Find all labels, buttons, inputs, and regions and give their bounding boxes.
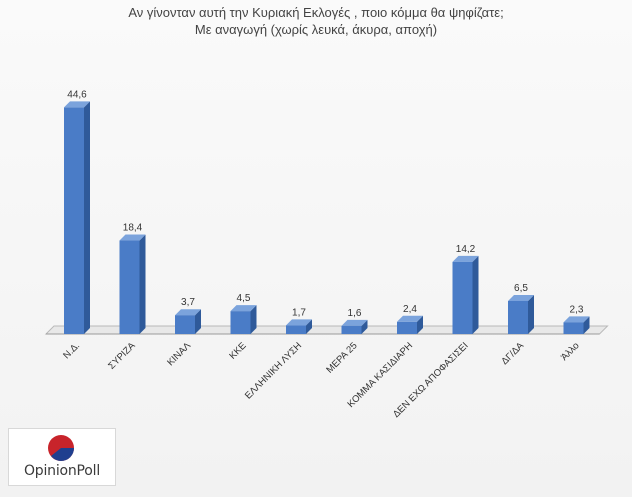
logo-text: OpinionPoll <box>23 463 101 479</box>
bar-top <box>64 101 90 108</box>
category-label: ΣΥΡΙΖΑ <box>106 340 138 372</box>
bar-top <box>397 315 423 322</box>
category-label: Ν.Δ. <box>61 340 82 361</box>
bar-side <box>472 255 479 334</box>
data-label: 1,7 <box>292 307 306 318</box>
chart-title: Αν γίνονταν αυτή την Κυριακή Εκλογές , π… <box>128 5 504 20</box>
category-label: ΚΙΝΑΛ <box>165 340 193 368</box>
data-label: 18,4 <box>123 223 143 234</box>
bar <box>230 311 251 334</box>
data-label: 4,5 <box>237 293 251 304</box>
bar-side <box>139 234 146 334</box>
bar-side <box>84 101 90 334</box>
data-label: 14,2 <box>456 244 476 255</box>
bar-chart: 44,6 Ν.Δ. 18,4 ΣΥΡΙΖΑ 3,7 ΚΙΝΑΛ 4,5 ΚΚΕ 1,7 ΕΛΛΗΝ… <box>44 89 609 420</box>
bar <box>563 322 584 334</box>
bar-top <box>508 294 534 301</box>
bar-top <box>230 305 257 312</box>
bar-side <box>195 309 201 334</box>
bar <box>508 300 528 334</box>
opinionpoll-logo: OpinionPoll <box>8 428 116 486</box>
category-label: Άλλο <box>559 340 582 363</box>
data-label: 6,5 <box>514 283 528 294</box>
bar <box>341 325 362 334</box>
data-label: 2,3 <box>570 304 584 315</box>
logo-circle-icon <box>48 435 74 461</box>
bar <box>119 240 140 334</box>
data-label: 44,6 <box>67 89 87 100</box>
data-label: 3,7 <box>181 297 195 308</box>
bar-top <box>341 319 368 326</box>
bar-side <box>361 319 368 334</box>
bar-side <box>417 315 423 334</box>
data-label: 1,6 <box>348 308 362 319</box>
logo-circle-blue <box>51 448 74 461</box>
bar-side <box>583 316 590 334</box>
category-label: ΔΓ/ΔΑ <box>499 340 526 367</box>
category-label: ΕΛΛΗΝΙΚΗ ΛΥΣΗ <box>243 340 304 401</box>
bar-top <box>452 255 479 262</box>
bar-side <box>306 319 312 334</box>
category-label: ΚΚΕ <box>227 340 248 361</box>
data-label: 2,4 <box>403 304 417 315</box>
bar-top <box>286 319 312 326</box>
bar-top <box>175 309 201 316</box>
bar <box>452 261 473 334</box>
chart-title-block: Αν γίνονταν αυτή την Κυριακή Εκλογές , π… <box>0 4 632 38</box>
bar-side <box>528 294 534 334</box>
bar <box>175 315 195 334</box>
bar <box>397 321 417 334</box>
bar-side <box>250 305 257 334</box>
bar-top <box>563 316 590 323</box>
bar-top <box>119 234 146 241</box>
chart-subtitle: Με αναγωγή (χωρίς λευκά, άκυρα, αποχή) <box>194 22 438 37</box>
bar <box>286 325 306 334</box>
category-label: ΜΕΡΑ 25 <box>324 340 359 375</box>
bar <box>64 107 84 334</box>
